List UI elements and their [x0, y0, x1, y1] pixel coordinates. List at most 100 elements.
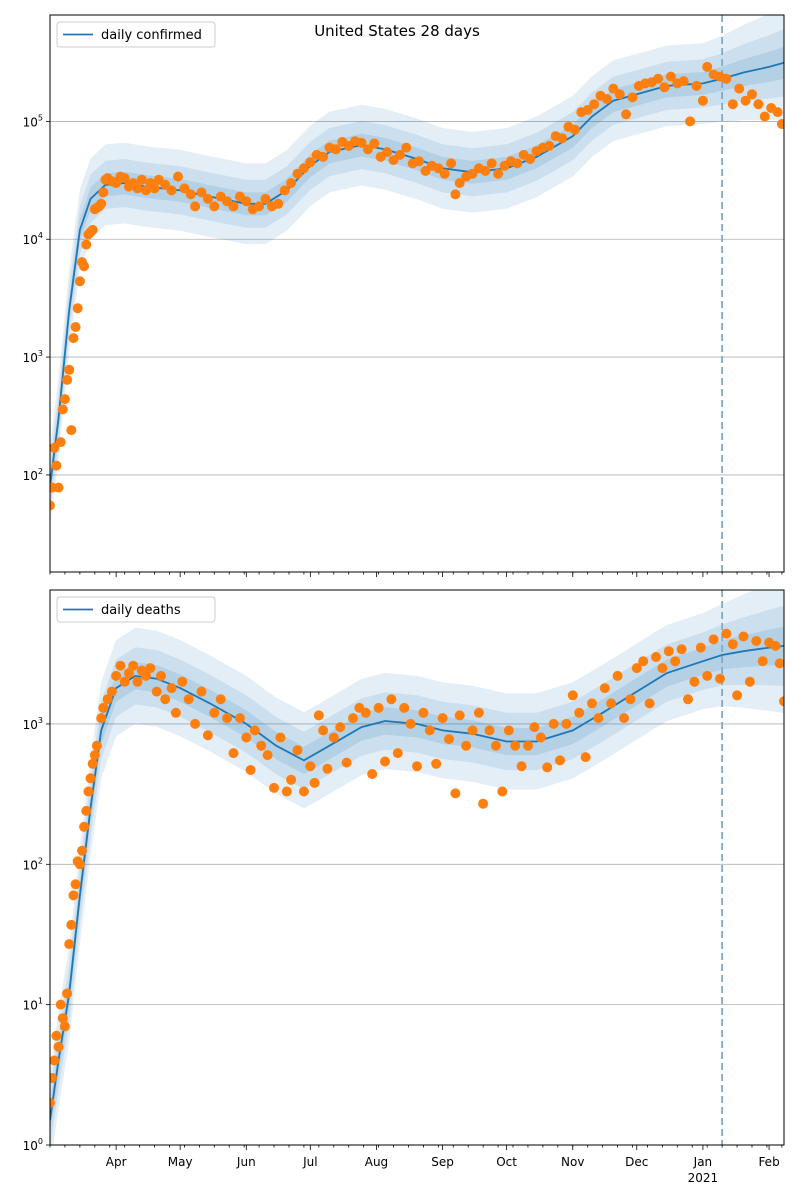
deaths-data-point	[461, 740, 472, 751]
legend-box	[56, 596, 216, 623]
confirmed-data-point	[659, 82, 670, 93]
y-tick-exponent: 1	[38, 997, 43, 1006]
deaths-data-point	[399, 702, 410, 713]
deaths-data-point	[50, 1055, 60, 1066]
confirmed-data-point	[512, 158, 523, 169]
confirmed-data-point	[493, 168, 504, 179]
confirmed-data-point	[209, 201, 220, 212]
deaths-data-point	[555, 755, 565, 766]
confirmed-data-point	[190, 201, 201, 212]
confirmed-data-point	[727, 99, 738, 110]
deaths-data-point	[418, 707, 429, 718]
deaths-data-point	[774, 658, 784, 669]
deaths-data-point	[373, 702, 384, 713]
deaths-data-point	[298, 786, 309, 797]
deaths-data-point	[249, 725, 260, 736]
x-tick-label: Jul	[302, 1155, 317, 1169]
x-tick-label: Sep	[431, 1155, 454, 1169]
deaths-data-point	[732, 690, 743, 701]
deaths-data-point	[77, 845, 87, 856]
deaths-data-point	[281, 786, 292, 797]
confirmed-data-point	[525, 154, 536, 164]
deaths-data-point	[431, 758, 442, 769]
deaths-data-point	[523, 740, 533, 751]
y-tick-label: 103	[23, 349, 43, 365]
deaths-data-point	[744, 676, 755, 687]
y-tick-label: 101	[23, 997, 43, 1013]
confirmed-data-point	[202, 193, 213, 204]
confirmed-outer-band	[50, 15, 784, 527]
deaths-data-point	[59, 1021, 70, 1032]
deaths-data-point	[467, 725, 478, 736]
confirmed-data-point	[480, 165, 491, 176]
confirmed-data-point	[173, 171, 183, 182]
confirmed-data-point	[50, 500, 55, 511]
deaths-data-point	[727, 639, 738, 650]
deaths-data-point	[542, 762, 553, 773]
deaths-data-point	[503, 725, 514, 736]
confirmed-data-point	[79, 261, 90, 272]
deaths-data-point	[619, 713, 629, 724]
confirmed-data-point	[81, 239, 92, 250]
deaths-data-point	[490, 740, 501, 751]
confirmed-data-point	[70, 322, 81, 332]
deaths-data-point	[757, 656, 768, 667]
deaths-data-point	[529, 722, 540, 733]
deaths-data-point	[657, 663, 668, 674]
deaths-data-point	[74, 859, 85, 870]
confirmed-data-point	[185, 189, 196, 200]
deaths-data-point	[79, 821, 90, 832]
deaths-data-point	[151, 686, 162, 697]
deaths-data-point	[166, 683, 177, 694]
deaths-data-point	[262, 750, 273, 761]
deaths-data-point	[245, 765, 256, 775]
confirmed-plot-area	[50, 15, 784, 572]
deaths-data-point	[450, 788, 461, 799]
confirmed-data-point	[279, 185, 290, 196]
deaths-data-point	[663, 646, 674, 657]
confirmed-data-point	[382, 147, 393, 157]
deaths-data-point	[141, 670, 151, 681]
confirmed-data-point	[179, 183, 190, 194]
deaths-data-point	[292, 745, 303, 756]
confirmed-panel: 102 103 104 105 daily confirmed	[23, 14, 785, 577]
x-tick-label: Oct	[496, 1155, 517, 1169]
x-tick-label: Apr	[106, 1155, 127, 1169]
figure-title: United States 28 days	[314, 22, 480, 40]
deaths-data-point	[676, 644, 687, 655]
deaths-data-point	[234, 713, 245, 724]
deaths-data-point	[689, 676, 700, 687]
deaths-data-point	[183, 694, 194, 705]
deaths-data-point	[196, 686, 207, 697]
confirmed-data-point	[621, 109, 632, 120]
deaths-data-point	[318, 725, 329, 736]
confirmed-data-point	[759, 111, 770, 122]
deaths-data-point	[102, 694, 113, 705]
deaths-data-point	[593, 713, 604, 724]
deaths-data-point	[222, 713, 233, 724]
confirmed-data-point	[702, 61, 713, 72]
deaths-data-point	[561, 718, 572, 729]
deaths-data-point	[241, 732, 252, 743]
deaths-data-point	[702, 670, 713, 681]
deaths-data-point	[535, 732, 546, 743]
deaths-data-point	[548, 718, 559, 729]
deaths-data-point	[625, 694, 636, 705]
deaths-plot-area	[50, 590, 784, 1145]
confirmed-data-point	[362, 144, 373, 155]
confirmed-data-point	[119, 173, 130, 184]
confirmed-data-point	[685, 116, 696, 127]
confirmed-data-point	[141, 185, 151, 196]
legend-label: daily deaths	[101, 603, 181, 618]
deaths-data-point	[55, 999, 66, 1010]
deaths-data-point	[567, 690, 578, 701]
deaths-data-point	[313, 710, 324, 721]
deaths-data-point	[360, 707, 371, 718]
confirmed-data-point	[228, 201, 239, 212]
confirmed-data-point	[298, 163, 309, 174]
deaths-data-point	[62, 988, 73, 999]
deaths-data-point	[128, 660, 139, 671]
confirmed-data-point	[66, 425, 77, 436]
